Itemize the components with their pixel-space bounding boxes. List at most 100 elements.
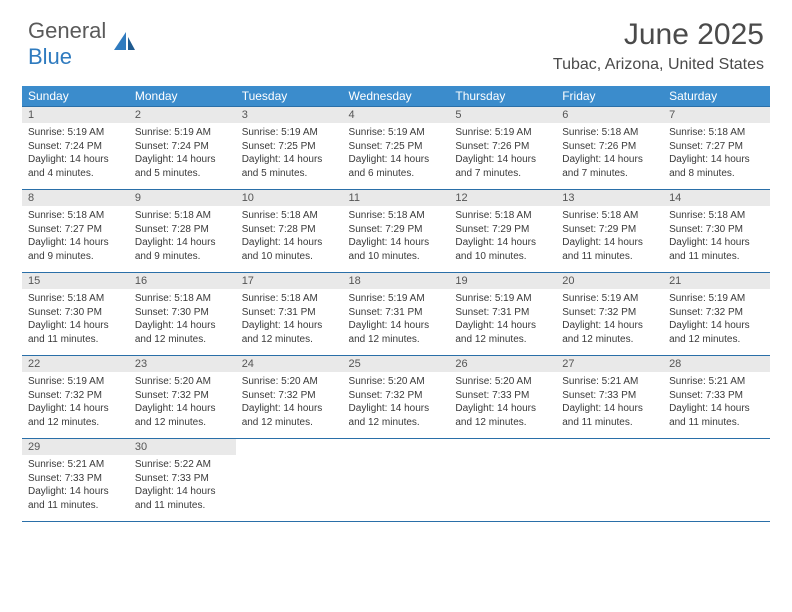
- day-number: 17: [236, 273, 343, 289]
- sunrise-line: Sunrise: 5:21 AM: [669, 375, 764, 389]
- day-number: 18: [343, 273, 450, 289]
- day-body: Sunrise: 5:19 AMSunset: 7:32 PMDaylight:…: [663, 289, 770, 355]
- calendar-day: 4Sunrise: 5:19 AMSunset: 7:25 PMDaylight…: [343, 107, 450, 190]
- daylight-line: Daylight: 14 hours and 12 minutes.: [242, 402, 337, 429]
- calendar-day: 27Sunrise: 5:21 AMSunset: 7:33 PMDayligh…: [556, 356, 663, 439]
- sunrise-line: Sunrise: 5:19 AM: [455, 126, 550, 140]
- sunset-line: Sunset: 7:29 PM: [455, 223, 550, 237]
- day-number: 21: [663, 273, 770, 289]
- daylight-line: Daylight: 14 hours and 11 minutes.: [135, 485, 230, 512]
- day-number: 20: [556, 273, 663, 289]
- daylight-line: Daylight: 14 hours and 5 minutes.: [135, 153, 230, 180]
- day-number: 13: [556, 190, 663, 206]
- day-body: Sunrise: 5:18 AMSunset: 7:31 PMDaylight:…: [236, 289, 343, 355]
- sunset-line: Sunset: 7:25 PM: [242, 140, 337, 154]
- sunrise-line: Sunrise: 5:19 AM: [135, 126, 230, 140]
- daylight-line: Daylight: 14 hours and 11 minutes.: [669, 236, 764, 263]
- day-body: Sunrise: 5:18 AMSunset: 7:30 PMDaylight:…: [663, 206, 770, 272]
- day-number: 8: [22, 190, 129, 206]
- day-number: 5: [449, 107, 556, 123]
- day-body: Sunrise: 5:18 AMSunset: 7:27 PMDaylight:…: [663, 123, 770, 189]
- sunset-line: Sunset: 7:30 PM: [669, 223, 764, 237]
- sunset-line: Sunset: 7:33 PM: [135, 472, 230, 486]
- weekday-header: Sunday: [22, 86, 129, 107]
- sunrise-line: Sunrise: 5:19 AM: [349, 292, 444, 306]
- sunset-line: Sunset: 7:31 PM: [242, 306, 337, 320]
- calendar-day: 11Sunrise: 5:18 AMSunset: 7:29 PMDayligh…: [343, 190, 450, 273]
- daylight-line: Daylight: 14 hours and 5 minutes.: [242, 153, 337, 180]
- calendar-day: 18Sunrise: 5:19 AMSunset: 7:31 PMDayligh…: [343, 273, 450, 356]
- day-body: Sunrise: 5:19 AMSunset: 7:24 PMDaylight:…: [129, 123, 236, 189]
- calendar-day: 23Sunrise: 5:20 AMSunset: 7:32 PMDayligh…: [129, 356, 236, 439]
- sunrise-line: Sunrise: 5:18 AM: [135, 292, 230, 306]
- sunset-line: Sunset: 7:32 PM: [135, 389, 230, 403]
- calendar-head: SundayMondayTuesdayWednesdayThursdayFrid…: [22, 86, 770, 107]
- sunrise-line: Sunrise: 5:18 AM: [562, 209, 657, 223]
- logo-text: General Blue: [28, 18, 106, 70]
- sunrise-line: Sunrise: 5:18 AM: [669, 209, 764, 223]
- sunrise-line: Sunrise: 5:20 AM: [349, 375, 444, 389]
- day-body: Sunrise: 5:21 AMSunset: 7:33 PMDaylight:…: [22, 455, 129, 521]
- calendar-day: 30Sunrise: 5:22 AMSunset: 7:33 PMDayligh…: [129, 439, 236, 522]
- calendar-day: 10Sunrise: 5:18 AMSunset: 7:28 PMDayligh…: [236, 190, 343, 273]
- calendar-week: 15Sunrise: 5:18 AMSunset: 7:30 PMDayligh…: [22, 273, 770, 356]
- weekday-header: Friday: [556, 86, 663, 107]
- calendar-week: 29Sunrise: 5:21 AMSunset: 7:33 PMDayligh…: [22, 439, 770, 522]
- daylight-line: Daylight: 14 hours and 12 minutes.: [349, 402, 444, 429]
- daylight-line: Daylight: 14 hours and 12 minutes.: [135, 402, 230, 429]
- calendar-day: 8Sunrise: 5:18 AMSunset: 7:27 PMDaylight…: [22, 190, 129, 273]
- header: General Blue June 2025 Tubac, Arizona, U…: [0, 0, 792, 78]
- sunrise-line: Sunrise: 5:21 AM: [562, 375, 657, 389]
- calendar-day: 14Sunrise: 5:18 AMSunset: 7:30 PMDayligh…: [663, 190, 770, 273]
- day-number: 11: [343, 190, 450, 206]
- calendar-day: 28Sunrise: 5:21 AMSunset: 7:33 PMDayligh…: [663, 356, 770, 439]
- logo-word-blue: Blue: [28, 44, 72, 69]
- calendar-day: 9Sunrise: 5:18 AMSunset: 7:28 PMDaylight…: [129, 190, 236, 273]
- sunset-line: Sunset: 7:31 PM: [455, 306, 550, 320]
- day-number: 28: [663, 356, 770, 372]
- calendar-week: 22Sunrise: 5:19 AMSunset: 7:32 PMDayligh…: [22, 356, 770, 439]
- sunrise-line: Sunrise: 5:19 AM: [349, 126, 444, 140]
- day-body: Sunrise: 5:18 AMSunset: 7:30 PMDaylight:…: [129, 289, 236, 355]
- sunrise-line: Sunrise: 5:19 AM: [28, 126, 123, 140]
- day-number: 6: [556, 107, 663, 123]
- sunrise-line: Sunrise: 5:19 AM: [28, 375, 123, 389]
- sunset-line: Sunset: 7:27 PM: [669, 140, 764, 154]
- day-number: 7: [663, 107, 770, 123]
- page-title: June 2025: [553, 18, 764, 52]
- day-body: Sunrise: 5:18 AMSunset: 7:29 PMDaylight:…: [343, 206, 450, 272]
- calendar-day-empty: [663, 439, 770, 522]
- calendar-day: 24Sunrise: 5:20 AMSunset: 7:32 PMDayligh…: [236, 356, 343, 439]
- day-number: 30: [129, 439, 236, 455]
- day-body: Sunrise: 5:21 AMSunset: 7:33 PMDaylight:…: [556, 372, 663, 438]
- calendar-day: 21Sunrise: 5:19 AMSunset: 7:32 PMDayligh…: [663, 273, 770, 356]
- daylight-line: Daylight: 14 hours and 11 minutes.: [562, 402, 657, 429]
- day-body: Sunrise: 5:18 AMSunset: 7:30 PMDaylight:…: [22, 289, 129, 355]
- day-body: Sunrise: 5:19 AMSunset: 7:25 PMDaylight:…: [236, 123, 343, 189]
- day-number: 9: [129, 190, 236, 206]
- day-number: 29: [22, 439, 129, 455]
- calendar-day: 3Sunrise: 5:19 AMSunset: 7:25 PMDaylight…: [236, 107, 343, 190]
- sunset-line: Sunset: 7:30 PM: [28, 306, 123, 320]
- calendar-day: 12Sunrise: 5:18 AMSunset: 7:29 PMDayligh…: [449, 190, 556, 273]
- calendar-day: 22Sunrise: 5:19 AMSunset: 7:32 PMDayligh…: [22, 356, 129, 439]
- day-number: 15: [22, 273, 129, 289]
- day-body: Sunrise: 5:19 AMSunset: 7:24 PMDaylight:…: [22, 123, 129, 189]
- sunset-line: Sunset: 7:24 PM: [135, 140, 230, 154]
- sunset-line: Sunset: 7:26 PM: [562, 140, 657, 154]
- sunrise-line: Sunrise: 5:20 AM: [135, 375, 230, 389]
- day-body: Sunrise: 5:19 AMSunset: 7:32 PMDaylight:…: [556, 289, 663, 355]
- daylight-line: Daylight: 14 hours and 12 minutes.: [242, 319, 337, 346]
- day-body: Sunrise: 5:20 AMSunset: 7:33 PMDaylight:…: [449, 372, 556, 438]
- weekday-header: Wednesday: [343, 86, 450, 107]
- calendar-week: 1Sunrise: 5:19 AMSunset: 7:24 PMDaylight…: [22, 107, 770, 190]
- day-number: 3: [236, 107, 343, 123]
- sunrise-line: Sunrise: 5:18 AM: [242, 209, 337, 223]
- day-number: 19: [449, 273, 556, 289]
- sunset-line: Sunset: 7:33 PM: [562, 389, 657, 403]
- daylight-line: Daylight: 14 hours and 12 minutes.: [455, 402, 550, 429]
- sunrise-line: Sunrise: 5:18 AM: [455, 209, 550, 223]
- sunrise-line: Sunrise: 5:18 AM: [242, 292, 337, 306]
- logo-word-general: General: [28, 18, 106, 43]
- location-text: Tubac, Arizona, United States: [553, 56, 764, 74]
